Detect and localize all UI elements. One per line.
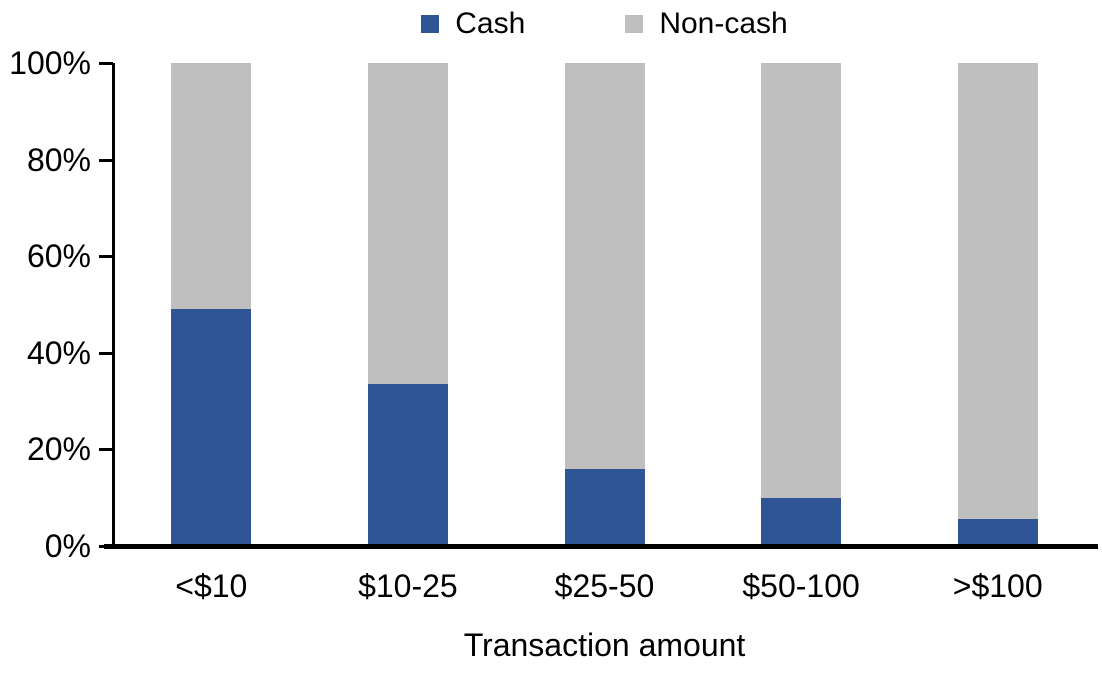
plot-area — [113, 63, 1096, 546]
chart-legend: Cash Non-cash — [113, 5, 1096, 43]
bar-segment-non-cash — [761, 63, 842, 498]
y-axis-line — [112, 63, 115, 546]
bar-segment-cash — [367, 384, 448, 546]
y-tick-label: 0% — [44, 528, 91, 564]
noncash-legend-swatch-icon — [625, 15, 644, 33]
bar-2 — [367, 63, 448, 546]
noncash-legend-label: Non-cash — [659, 7, 788, 40]
x-category-label: <$10 — [175, 568, 248, 604]
legend-item-noncash: Non-cash — [625, 5, 788, 43]
y-tick-label: 20% — [26, 431, 91, 468]
bar-5 — [957, 63, 1038, 546]
y-tick-label: 40% — [26, 334, 91, 371]
x-category-label: $10-25 — [358, 568, 458, 604]
bar-segment-cash — [761, 497, 842, 546]
y-tick-label: 80% — [26, 141, 91, 178]
bar-segment-cash — [957, 519, 1038, 546]
cash-legend-swatch-icon — [421, 15, 440, 33]
y-tick-mark — [99, 62, 113, 65]
bar-segment-non-cash — [564, 63, 645, 469]
bar-segment-non-cash — [957, 63, 1038, 520]
y-tick-mark — [99, 351, 113, 355]
bar-segment-non-cash — [367, 63, 448, 385]
bar-1 — [171, 63, 252, 546]
legend-item-cash: Cash — [421, 5, 525, 43]
bar-3 — [564, 63, 645, 546]
x-category-label: $50-100 — [742, 568, 860, 604]
y-tick-mark — [99, 448, 113, 452]
bar-4 — [761, 63, 842, 546]
x-category-label: $25-50 — [554, 568, 655, 604]
x-category-label: >$100 — [952, 568, 1043, 604]
y-tick-mark — [99, 255, 113, 259]
bar-segment-non-cash — [171, 63, 252, 310]
x-axis-title: Transaction amount — [463, 627, 746, 663]
y-tick-mark — [99, 158, 113, 162]
bar-segment-cash — [564, 468, 645, 546]
y-tick-label: 100% — [9, 45, 91, 81]
bar-segment-cash — [171, 309, 252, 546]
y-tick-label: 60% — [26, 238, 91, 275]
cash-legend-label: Cash — [455, 7, 526, 40]
x-axis-line — [104, 544, 1098, 549]
